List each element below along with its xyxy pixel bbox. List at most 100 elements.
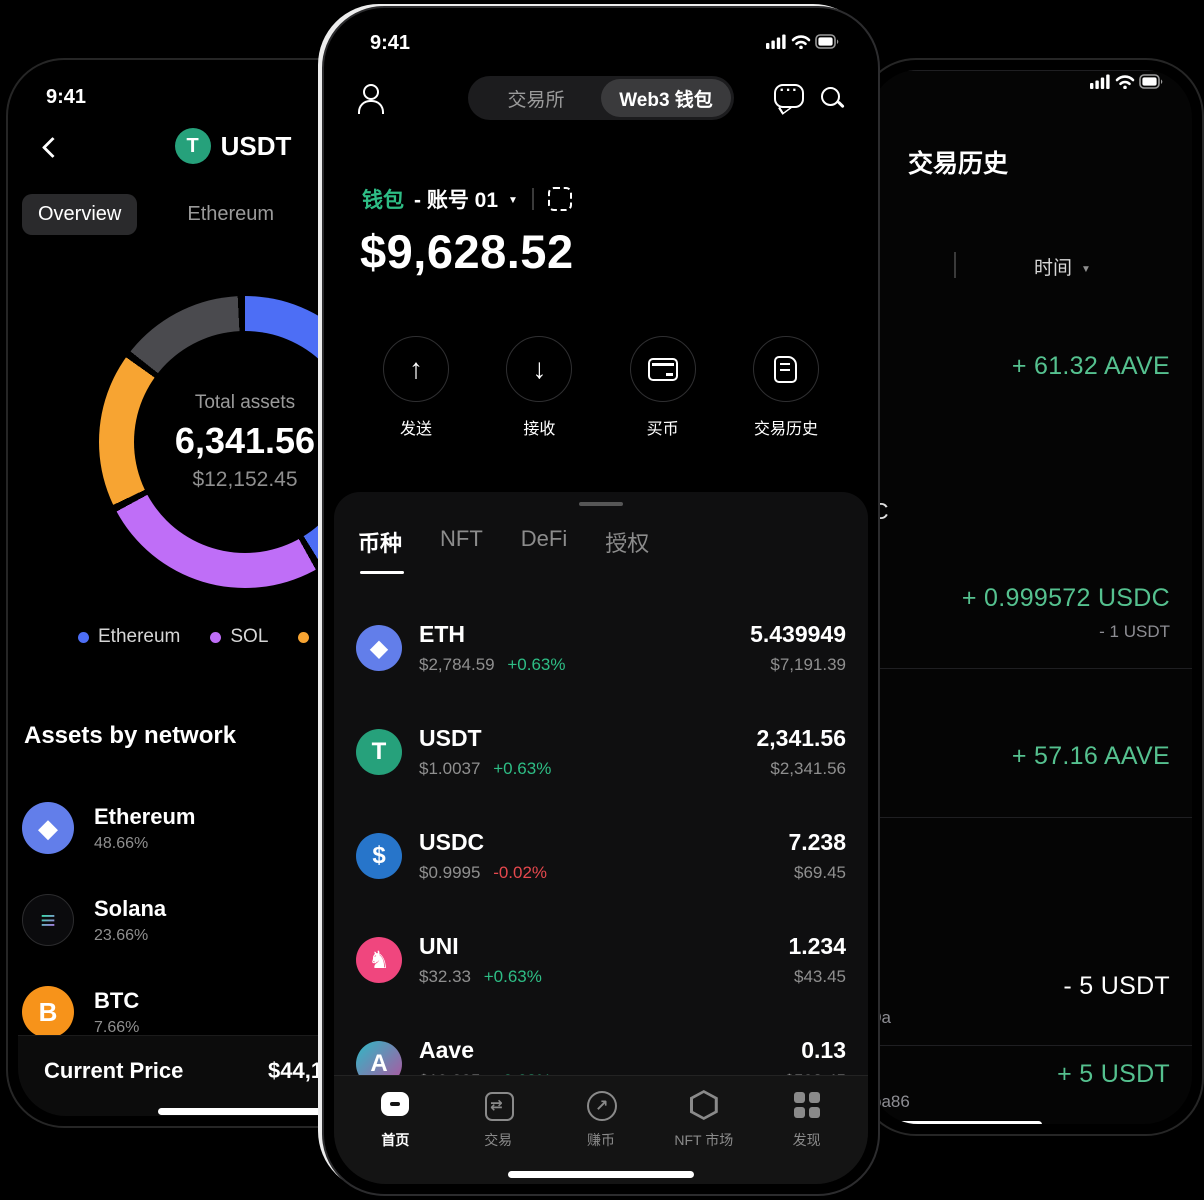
segmented-option[interactable]: 交易所 [507, 89, 565, 111]
search-icon[interactable] [818, 84, 846, 112]
wallet-account-row[interactable]: 钱包 - 账号 01 [362, 184, 572, 214]
quick-actions: 发送 接收 买币 交易历史 [364, 336, 838, 439]
transaction-row[interactable]: + 0.999572 USDC - 1 USDT [870, 584, 1170, 642]
asset-tab[interactable]: 授权 [605, 531, 650, 556]
transaction-row[interactable]: - 5 USDT [870, 972, 1170, 1001]
divider [870, 1045, 1192, 1046]
account-label: - 账号 01 [414, 189, 499, 212]
status-icons [766, 34, 839, 49]
quick-action-button[interactable]: 发送 [364, 336, 468, 439]
transaction-amount: - 5 USDT [1063, 972, 1170, 1000]
divider [870, 668, 1192, 669]
token-change: +0.63% [507, 655, 566, 674]
asset-tab[interactable]: DeFi [520, 526, 568, 551]
asset-tab[interactable]: 币种 [358, 526, 405, 574]
transaction-row[interactable]: + 5 USDT [870, 1060, 1170, 1089]
nav-label: 首页 [381, 1132, 410, 1148]
time-filter-dropdown[interactable]: 时间 [1034, 253, 1091, 280]
donut-legend: Ethereum SOL BTC [78, 626, 356, 648]
top-bar: 交易所 Web3 钱包 [334, 76, 868, 122]
segmented-option[interactable]: Web3 钱包 [601, 79, 731, 117]
overview-tabs: Overview Ethereum O [22, 194, 372, 235]
token-price: $1.0037 [419, 759, 481, 778]
token-price: $0.9995 [419, 863, 481, 882]
wifi-icon [791, 35, 811, 46]
battery-icon [1139, 74, 1163, 89]
token-row[interactable]: T USDT $1.0037 +0.63% 2,341.56 $2,341.56 [334, 700, 868, 804]
transaction-sub-amount: - 1 USDT [1099, 622, 1170, 641]
transaction-row[interactable]: + 61.32 AAVE [870, 352, 1170, 381]
current-price-label: Current Price [44, 1058, 184, 1083]
transaction-amount: + 5 USDT [1057, 1060, 1170, 1088]
token-row[interactable]: ♞ UNI $32.33 +0.63% 1.234 $43.45 [334, 908, 868, 1012]
total-assets-usd: $12,152.45 [192, 468, 298, 491]
nav-item[interactable]: 赚币 [558, 1090, 644, 1150]
bottom-navigation: 首页 交易 赚币 NFT 市场 发现 [334, 1075, 868, 1184]
center-phone-frame: 9:41 交易所 Web3 钱包 [322, 6, 880, 1196]
center-phone-screen: 9:41 交易所 Web3 钱包 [334, 18, 868, 1184]
quick-action-button[interactable]: 买币 [611, 336, 715, 439]
action-circle [629, 336, 696, 402]
token-change: +0.63% [493, 759, 552, 778]
token-detail-header: T USDT [18, 128, 468, 172]
network-percent: 23.66% [94, 926, 149, 944]
transaction-row[interactable]: + 57.16 AAVE [870, 742, 1170, 771]
nav-label: 发现 [792, 1132, 821, 1148]
quick-action-button[interactable]: 交易历史 [734, 336, 838, 439]
networks-list: ◆ Ethereum 48.66% ≡ Solana 23.66% B BTC … [22, 782, 468, 1058]
assets-bottom-sheet: 币种 NFT DeFi 授权 ◆ ETH $2,784.59 +0.63% 5.… [334, 492, 868, 1184]
network-icon: ◆ [22, 802, 74, 854]
network-row[interactable]: ◆ Ethereum 48.66% [22, 782, 468, 874]
legend-item: SOL [210, 626, 268, 648]
wallet-label: 钱包 [362, 189, 404, 212]
home-indicator[interactable] [158, 1108, 343, 1115]
chat-icon[interactable] [774, 82, 804, 108]
profile-icon[interactable] [354, 82, 386, 114]
token-icon: $ [356, 833, 402, 879]
token-value: $43.45 [794, 967, 846, 986]
nav-item[interactable]: NFT 市场 [661, 1090, 747, 1150]
token-row[interactable]: ◆ ETH $2,784.59 +0.63% 5.439949 $7,191.3… [334, 596, 868, 700]
token-symbol: UNI [419, 933, 459, 959]
page-title: T USDT [18, 128, 448, 164]
drag-handle[interactable] [579, 502, 623, 506]
scan-qr-icon[interactable] [547, 187, 572, 211]
token-value: $69.45 [794, 863, 846, 882]
wallet-mode-segmented-control: 交易所 Web3 钱包 [468, 76, 734, 120]
wifi-dot [1123, 85, 1127, 89]
network-icon: ≡ [22, 894, 74, 946]
asset-tab[interactable]: NFT [440, 526, 483, 551]
token-amount: 7.238 [788, 829, 846, 855]
nav-icon [689, 1090, 718, 1120]
overview-tab[interactable]: Overview [22, 194, 138, 235]
page-title: 交易历史 [908, 150, 1009, 178]
token-symbol: USDT [419, 725, 482, 751]
nav-item[interactable]: 发现 [764, 1090, 850, 1150]
token-row[interactable]: $ USDC $0.9995 -0.02% 7.238 $69.45 [334, 804, 868, 908]
token-value: $7,191.39 [770, 655, 846, 674]
wifi-dot [799, 45, 803, 49]
network-row[interactable]: B BTC 7.66% [22, 966, 468, 1058]
home-indicator[interactable] [876, 1121, 1042, 1124]
divider [870, 817, 1192, 818]
nav-icon [793, 1090, 821, 1120]
action-circle [752, 336, 819, 402]
chevron-down-icon [1081, 256, 1091, 278]
home-indicator[interactable] [508, 1171, 694, 1178]
divider [870, 70, 1192, 71]
nav-item[interactable]: 首页 [352, 1090, 438, 1150]
legend-label: Ethereum [98, 626, 181, 647]
network-name: BTC [94, 987, 140, 1013]
battery-icon [815, 34, 839, 49]
overview-tab[interactable]: Ethereum [187, 203, 275, 225]
token-change: -0.02% [493, 863, 548, 882]
token-amount: 1.234 [788, 933, 846, 959]
network-name: Ethereum [94, 803, 196, 829]
total-assets-value: 6,341.56 [174, 420, 316, 461]
network-row[interactable]: ≡ Solana 23.66% [22, 874, 468, 966]
token-icon: T [356, 729, 402, 775]
right-phone-screen: 交易历史 时间 + 61.32 AAVE + 0.999572 USDC - 1… [870, 70, 1192, 1124]
filter-row: 时间 [870, 248, 1192, 288]
quick-action-button[interactable]: 接收 [487, 336, 591, 439]
nav-item[interactable]: 交易 [455, 1090, 541, 1150]
